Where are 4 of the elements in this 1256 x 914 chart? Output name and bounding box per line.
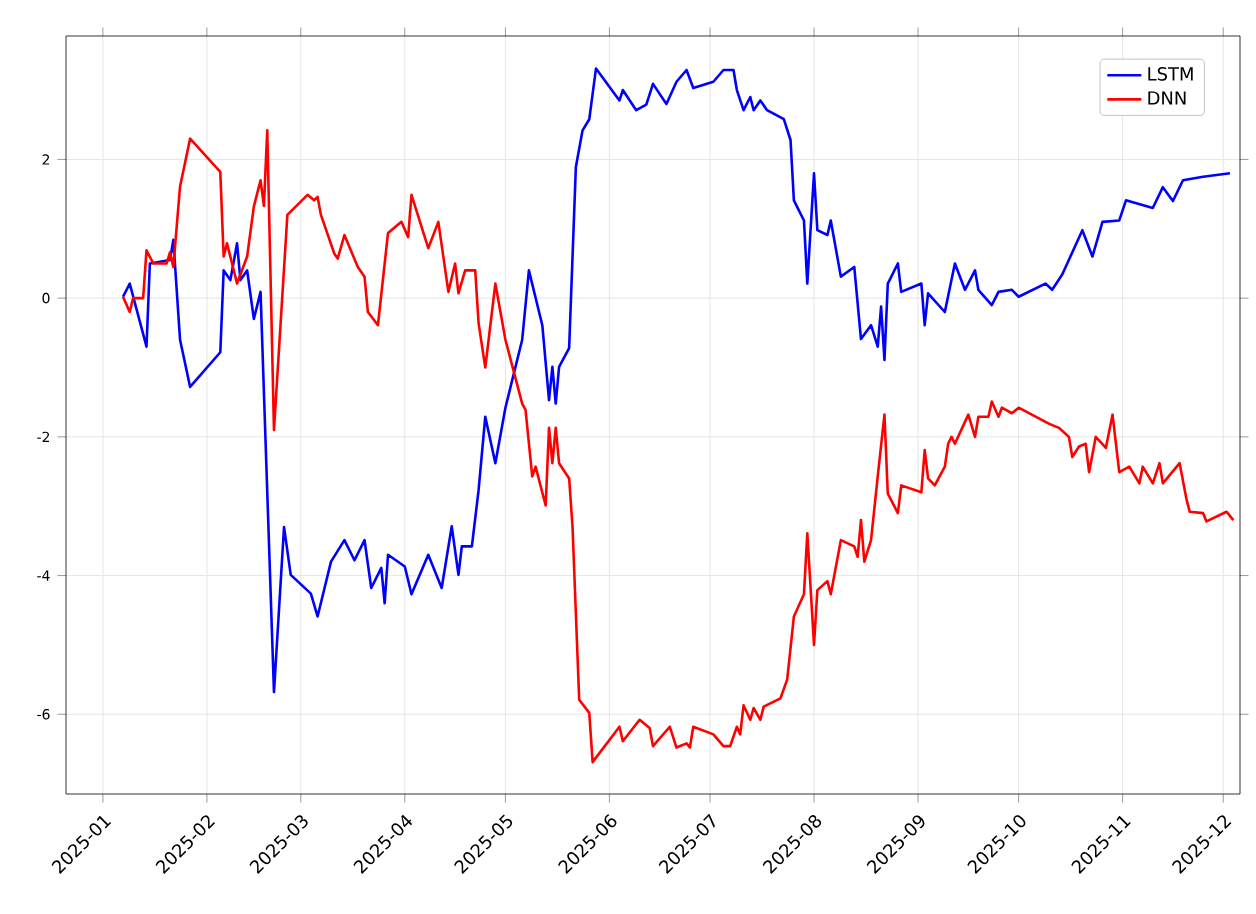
line-series [121, 67, 1232, 694]
legend-label: LSTM [1148, 67, 1193, 81]
line-series [121, 129, 1235, 764]
legend-label: DNN [1148, 91, 1186, 105]
